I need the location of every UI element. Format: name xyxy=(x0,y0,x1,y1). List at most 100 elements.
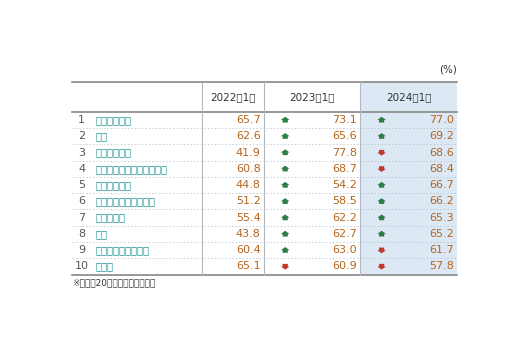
Bar xyxy=(72,144,91,161)
Bar xyxy=(360,112,457,128)
Bar xyxy=(202,242,264,258)
Polygon shape xyxy=(377,150,386,156)
Text: 68.4: 68.4 xyxy=(429,164,454,174)
Text: 60.9: 60.9 xyxy=(332,262,357,271)
Polygon shape xyxy=(281,231,290,237)
Text: 65.3: 65.3 xyxy=(429,213,454,223)
Text: 44.8: 44.8 xyxy=(236,180,261,190)
Bar xyxy=(360,226,457,242)
Bar xyxy=(202,144,264,161)
Text: ※母数が20社以上の業種が対象: ※母数が20社以上の業種が対象 xyxy=(72,279,155,287)
Polygon shape xyxy=(377,166,386,172)
Text: 41.9: 41.9 xyxy=(236,148,261,158)
Bar xyxy=(202,112,264,128)
Polygon shape xyxy=(377,214,386,220)
Text: 61.7: 61.7 xyxy=(429,245,454,255)
Polygon shape xyxy=(377,133,386,139)
Bar xyxy=(72,209,91,226)
Bar xyxy=(360,177,457,193)
Bar xyxy=(202,128,264,144)
Bar xyxy=(360,258,457,275)
Text: 7: 7 xyxy=(78,213,85,223)
Polygon shape xyxy=(281,264,290,270)
Bar xyxy=(72,161,91,177)
Polygon shape xyxy=(377,248,386,253)
Text: メンテナンス・警備・検査: メンテナンス・警備・検査 xyxy=(96,164,168,174)
Text: 60.4: 60.4 xyxy=(236,245,261,255)
Bar xyxy=(91,161,202,177)
Text: 2024年1月: 2024年1月 xyxy=(386,92,432,102)
Bar xyxy=(264,242,360,258)
Polygon shape xyxy=(281,214,290,220)
Text: 建設: 建設 xyxy=(96,131,108,141)
Polygon shape xyxy=(281,166,290,172)
Bar xyxy=(91,242,202,258)
Text: 63.0: 63.0 xyxy=(333,245,357,255)
Text: 自動車・同部品小売: 自動車・同部品小売 xyxy=(96,245,150,255)
Text: 65.2: 65.2 xyxy=(429,229,454,239)
Text: 69.2: 69.2 xyxy=(429,131,454,141)
Polygon shape xyxy=(281,247,290,253)
Text: 6: 6 xyxy=(78,196,85,206)
Polygon shape xyxy=(281,133,290,139)
Text: 4: 4 xyxy=(78,164,85,174)
Bar xyxy=(91,177,202,193)
Bar xyxy=(91,193,202,209)
Text: 2: 2 xyxy=(78,131,85,141)
Text: 金融: 金融 xyxy=(96,229,108,239)
Bar xyxy=(264,226,360,242)
Text: リース・貸貫: リース・貸貫 xyxy=(96,180,132,190)
Polygon shape xyxy=(281,182,290,188)
Bar xyxy=(360,242,457,258)
Bar xyxy=(72,177,91,193)
Text: 情報サービス: 情報サービス xyxy=(96,115,132,125)
Text: 65.7: 65.7 xyxy=(236,115,261,125)
Bar xyxy=(264,161,360,177)
Bar xyxy=(72,112,91,128)
Text: 55.4: 55.4 xyxy=(236,213,261,223)
Bar xyxy=(91,128,202,144)
Text: 飲食店: 飲食店 xyxy=(96,262,114,271)
Text: 65.1: 65.1 xyxy=(236,262,261,271)
Text: 3: 3 xyxy=(78,148,85,158)
Bar xyxy=(360,144,457,161)
Text: 43.8: 43.8 xyxy=(236,229,261,239)
Text: 8: 8 xyxy=(78,229,85,239)
Text: 66.7: 66.7 xyxy=(429,180,454,190)
Bar xyxy=(202,193,264,209)
Polygon shape xyxy=(377,198,386,204)
Bar xyxy=(91,226,202,242)
Text: 51.2: 51.2 xyxy=(236,196,261,206)
Bar xyxy=(72,226,91,242)
Bar xyxy=(264,193,360,209)
Bar xyxy=(72,258,91,275)
Text: 60.8: 60.8 xyxy=(236,164,261,174)
Polygon shape xyxy=(281,117,290,122)
Bar xyxy=(202,226,264,242)
Text: 77.8: 77.8 xyxy=(332,148,357,158)
Bar xyxy=(360,128,457,144)
Polygon shape xyxy=(377,117,386,122)
Bar xyxy=(202,161,264,177)
Bar xyxy=(360,209,457,226)
Text: 5: 5 xyxy=(78,180,85,190)
Polygon shape xyxy=(281,149,290,155)
Bar xyxy=(360,81,457,112)
Text: 62.2: 62.2 xyxy=(332,213,357,223)
Text: 62.6: 62.6 xyxy=(236,131,261,141)
Bar xyxy=(264,112,360,128)
Bar xyxy=(91,144,202,161)
Bar xyxy=(91,258,202,275)
Text: 73.1: 73.1 xyxy=(332,115,357,125)
Bar xyxy=(202,177,264,193)
Text: (%): (%) xyxy=(439,64,457,75)
Bar xyxy=(360,161,457,177)
Text: 66.2: 66.2 xyxy=(429,196,454,206)
Bar xyxy=(264,128,360,144)
Text: 62.7: 62.7 xyxy=(332,229,357,239)
Text: 医療・福祉・保健衛生: 医療・福祉・保健衛生 xyxy=(96,196,156,206)
Polygon shape xyxy=(281,198,290,204)
Polygon shape xyxy=(377,182,386,188)
Text: 54.2: 54.2 xyxy=(332,180,357,190)
Bar xyxy=(91,112,202,128)
